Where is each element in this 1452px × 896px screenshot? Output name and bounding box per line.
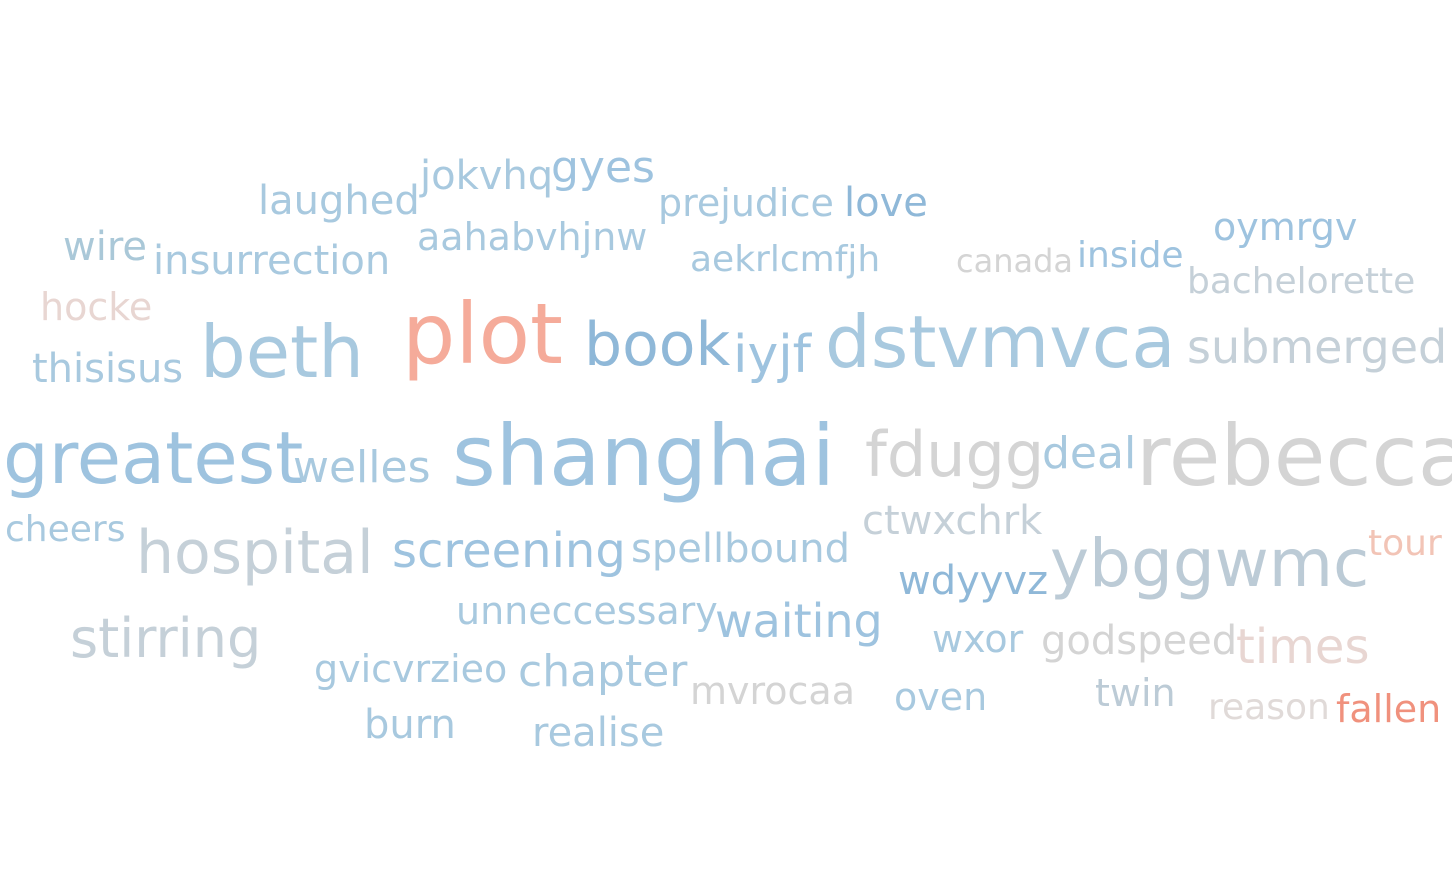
word-wdyyvz: wdyyvz: [898, 558, 1049, 604]
word-fallen: fallen: [1336, 687, 1442, 731]
word-hospital: hospital: [136, 518, 374, 588]
word-unneccessary: unneccessary: [456, 589, 718, 633]
word-ybggwmc: ybggwmc: [1050, 525, 1370, 602]
word-reason: reason: [1208, 687, 1330, 728]
word-realise: realise: [532, 710, 665, 756]
word-times: times: [1236, 619, 1370, 675]
word-plot: plot: [402, 285, 563, 383]
word-gyes: gyes: [551, 142, 655, 193]
word-wxor: wxor: [932, 617, 1024, 661]
word-welles: welles: [293, 442, 431, 493]
word-book: book: [584, 310, 731, 380]
word-godspeed: godspeed: [1041, 618, 1238, 664]
word-inside: inside: [1077, 235, 1184, 276]
word-burn: burn: [364, 702, 456, 748]
word-waiting: waiting: [715, 594, 883, 648]
word-stirring: stirring: [70, 607, 262, 670]
word-love: love: [844, 180, 928, 226]
word-thisisus: thisisus: [32, 346, 184, 392]
word-iyjf: iyjf: [733, 325, 811, 385]
word-fdugg: fdugg: [865, 418, 1045, 491]
word-ctwxchrk: ctwxchrk: [862, 498, 1043, 544]
word-prejudice: prejudice: [658, 181, 834, 225]
word-shanghai: shanghai: [452, 407, 836, 505]
word-bachelorette: bachelorette: [1187, 261, 1416, 302]
word-oymrgv: oymrgv: [1213, 205, 1358, 249]
word-wire: wire: [63, 224, 148, 270]
word-hocke: hocke: [40, 285, 153, 329]
word-rebecca: rebecca: [1136, 407, 1452, 505]
word-insurrection: insurrection: [153, 238, 391, 284]
word-dstvmvca: dstvmvca: [825, 300, 1176, 384]
word-submerged: submerged: [1187, 320, 1448, 374]
word-canada: canada: [956, 242, 1074, 280]
word-chapter: chapter: [518, 646, 688, 697]
word-screening: screening: [392, 523, 626, 579]
word-jokvhq: jokvhq: [420, 153, 554, 199]
word-mvrocaa: mvrocaa: [690, 669, 856, 713]
word-aekrlcmfjh: aekrlcmfjh: [690, 239, 881, 280]
word-beth: beth: [200, 310, 364, 394]
word-oven: oven: [894, 675, 988, 719]
word-laughed: laughed: [258, 178, 420, 224]
word-spellbound: spellbound: [631, 526, 851, 572]
word-aahabvhjnw: aahabvhjnw: [417, 215, 648, 259]
word-greatest: greatest: [3, 416, 304, 500]
word-twin: twin: [1095, 671, 1176, 715]
word-deal: deal: [1042, 428, 1137, 479]
word-gvicvrzieo: gvicvrzieo: [314, 647, 508, 691]
word-tour: tour: [1368, 523, 1442, 564]
word-cheers: cheers: [5, 509, 126, 550]
